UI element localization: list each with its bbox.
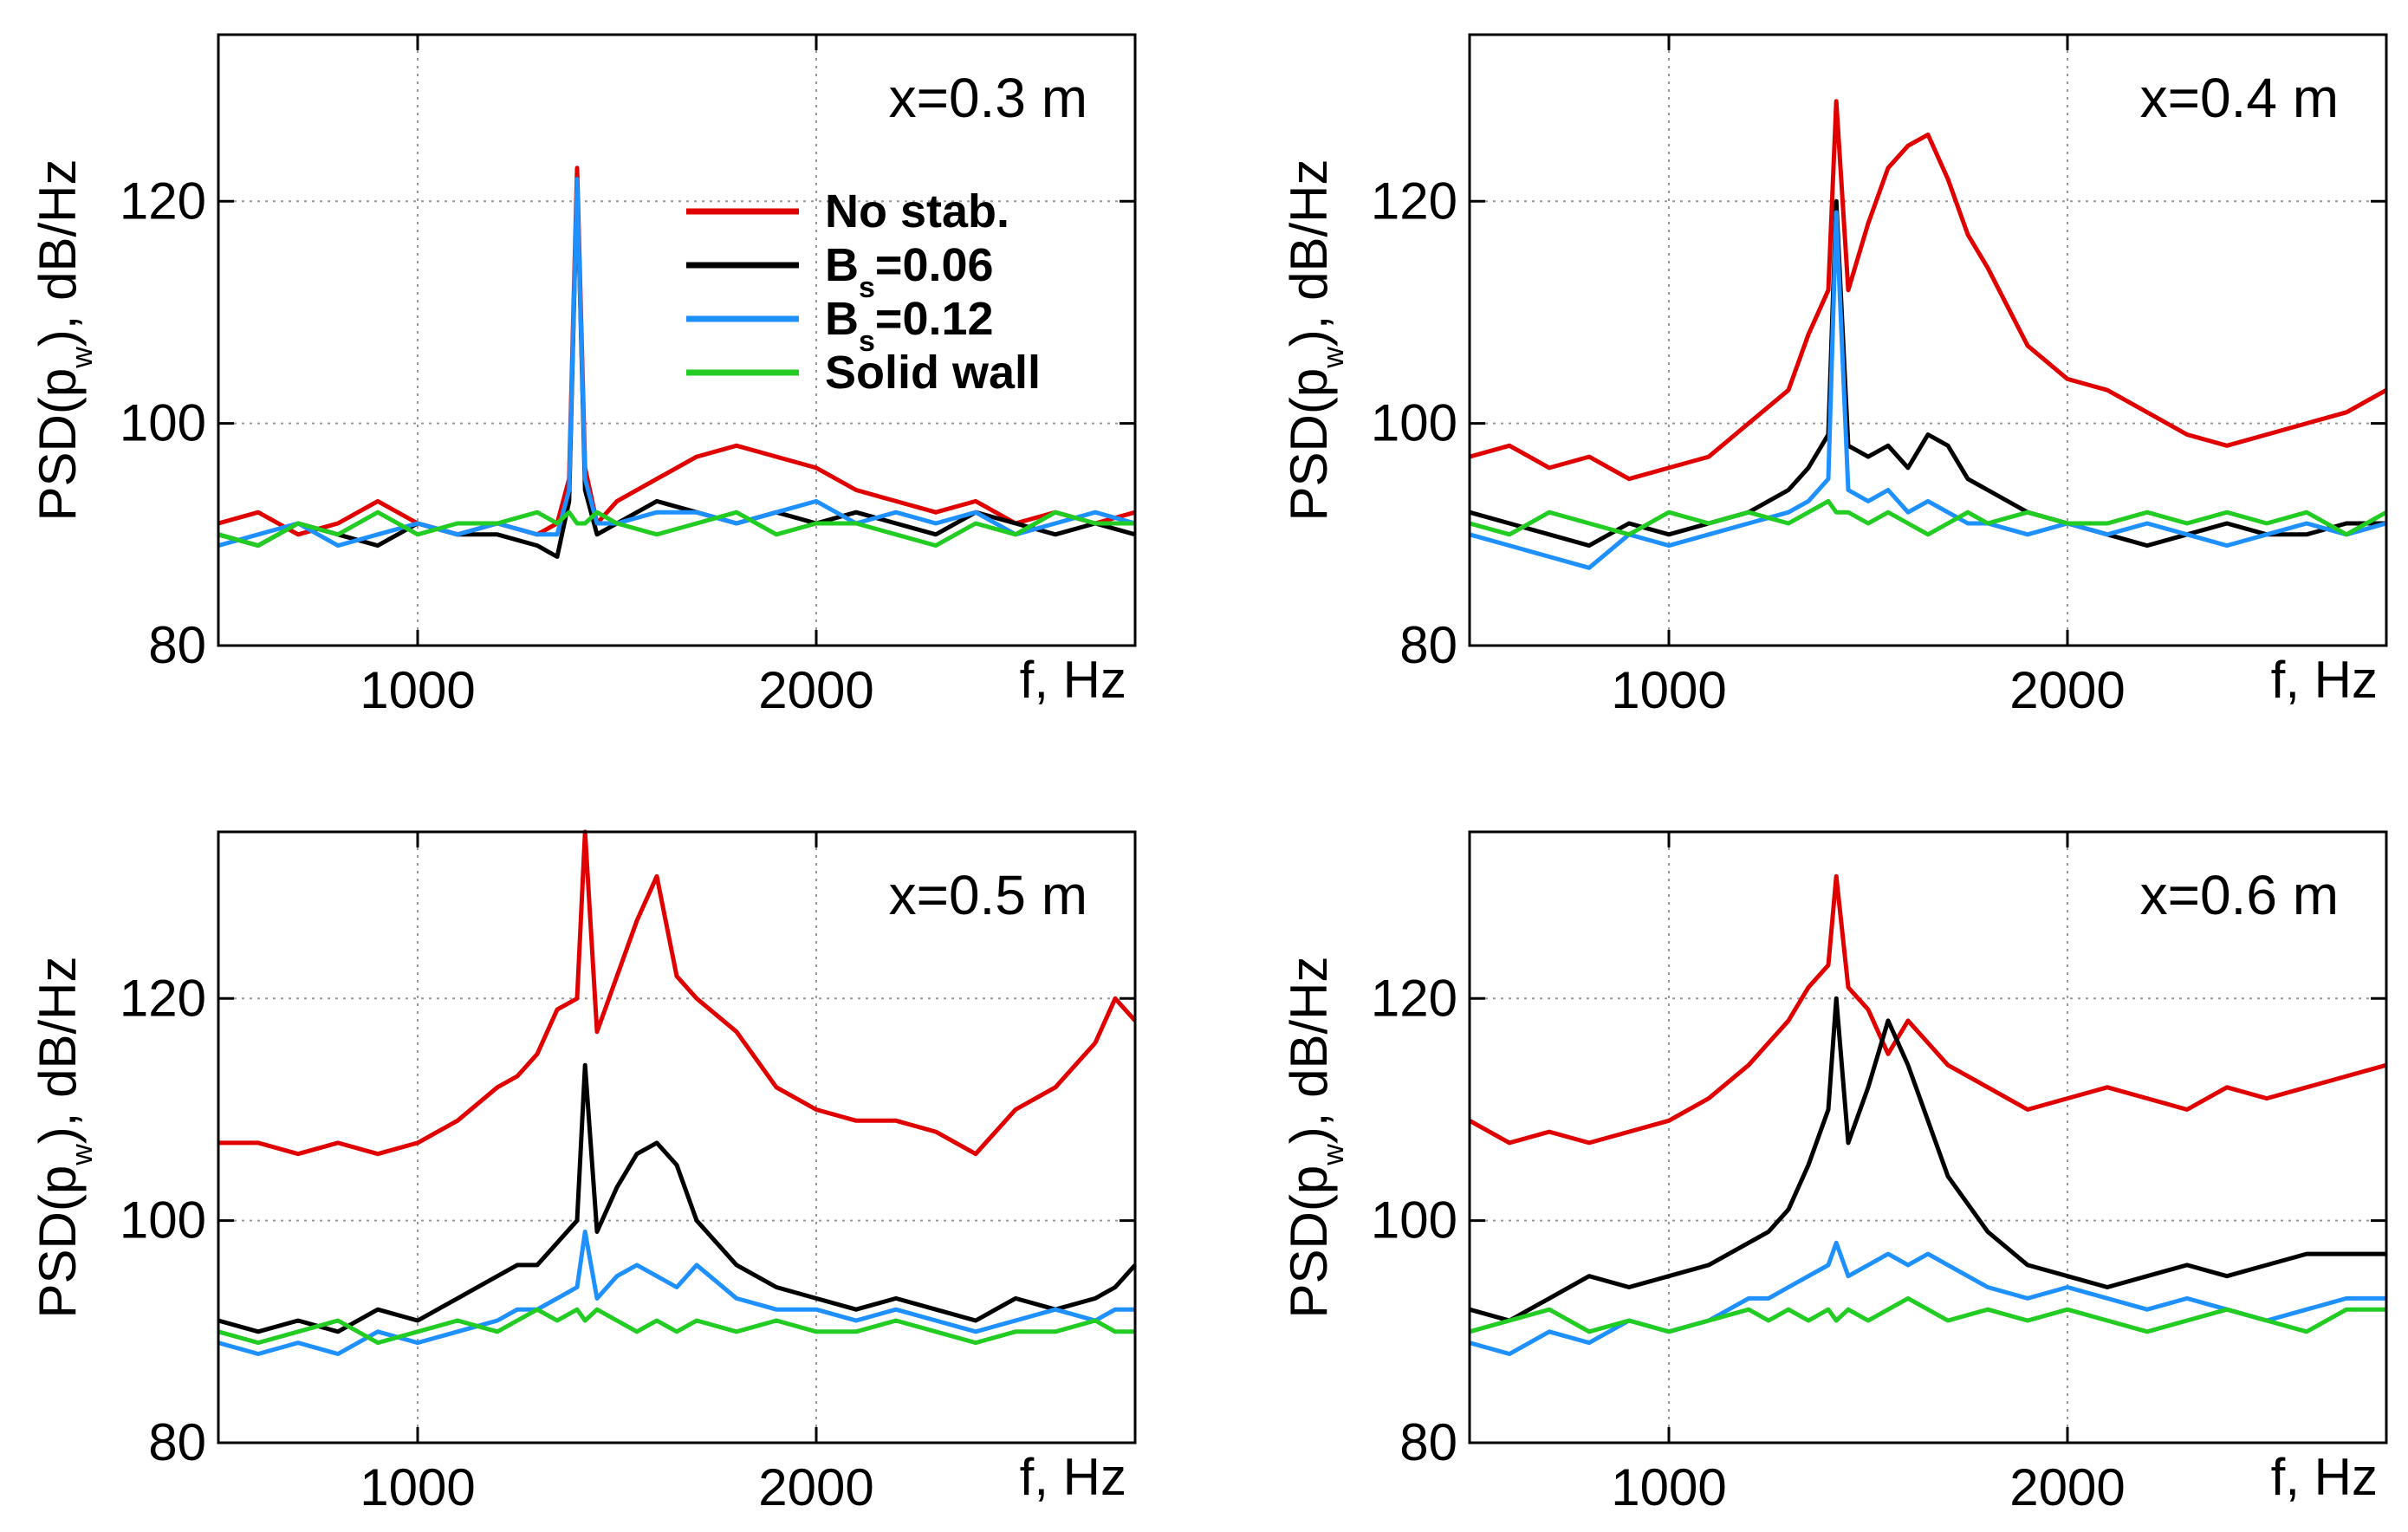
y-axis-label: PSD(pw), dB/Hz [29,159,99,522]
x-tick-label: 2000 [2009,1458,2125,1516]
y-tick-label: 100 [120,394,206,452]
y-tick-label: 80 [1399,616,1457,674]
series-line-4 [1469,1295,2386,1334]
series-line-3 [1469,210,2387,570]
y-tick-label: 80 [148,616,206,674]
y-tick-label: 120 [1371,969,1457,1027]
series-line-1 [218,829,1137,1157]
series-line-2 [1469,996,2386,1323]
x-axis-label: f, Hz [1020,1448,1126,1506]
y-tick-label: 100 [1371,394,1457,452]
series-line-1 [1468,873,2387,1146]
legend-label-2: Bs=0.06 [825,239,994,304]
x-tick-label: 1000 [360,1458,475,1516]
series-line-2 [217,1062,1137,1334]
series-line-2 [217,177,1136,559]
plot-frame [217,33,1137,647]
legend-label-4: Solid wall [825,347,1041,399]
chart-panel-4: 80 100 120 1000 2000 f, Hz PSD(pw), dB/Hz x=0.6… [1280,830,2388,1516]
legend-label-3: Bs=0.12 [825,293,994,358]
y-tick-label: 80 [148,1413,206,1471]
series-line-3 [1469,1240,2386,1356]
series-line-3 [217,1230,1135,1356]
chart-title: x=0.6 m [2140,864,2339,926]
plot-frame [1468,33,2388,647]
x-axis-label: f, Hz [2271,651,2378,709]
chart-title: x=0.5 m [889,864,1087,926]
plot-frame [1468,830,2388,1444]
y-axis-label: PSD(pw), dB/Hz [29,957,99,1319]
y-tick-label: 120 [120,172,206,230]
x-tick-label: 1000 [1611,661,1726,719]
series-line-1 [217,166,1136,537]
chart-panel-3: 80 100 120 1000 2000 f, Hz PSD(pw), dB/Hz x=0.5… [29,829,1137,1516]
series-line-4 [217,1307,1135,1346]
series-line-4 [217,510,1135,549]
y-axis-label: PSD(pw), dB/Hz [1280,159,1350,522]
series-line-1 [1469,99,2388,482]
x-axis-label: f, Hz [2271,1448,2378,1506]
chart-panel-2: 80 100 120 1000 2000 f, Hz PSD(pw), dB/Hz x=0.4… [1280,33,2388,719]
y-tick-label: 80 [1399,1413,1457,1471]
x-axis-label: f, Hz [1020,651,1126,709]
x-tick-label: 2000 [758,1458,873,1516]
y-axis-label: PSD(pw), dB/Hz [1280,957,1350,1319]
series-line-4 [1469,498,2388,537]
chart-title: x=0.4 m [2140,67,2339,129]
series-line-2 [1469,198,2386,549]
x-tick-label: 2000 [2009,661,2125,719]
y-tick-label: 120 [1371,172,1457,230]
plot-frame [217,830,1137,1444]
legend-label-1: No stab. [825,185,1009,237]
series-line-3 [217,177,1136,549]
chart-panel-1: 80 100 120 1000 2000 f, Hz PSD(pw), dB/Hz x=0.3… [29,33,1137,719]
y-tick-label: 120 [120,969,206,1027]
chart-title: x=0.3 m [889,67,1087,129]
x-tick-label: 1000 [1611,1458,1726,1516]
y-tick-label: 100 [120,1191,206,1250]
y-tick-label: 100 [1371,1191,1457,1250]
x-tick-label: 2000 [758,661,873,719]
x-tick-label: 1000 [360,661,475,719]
